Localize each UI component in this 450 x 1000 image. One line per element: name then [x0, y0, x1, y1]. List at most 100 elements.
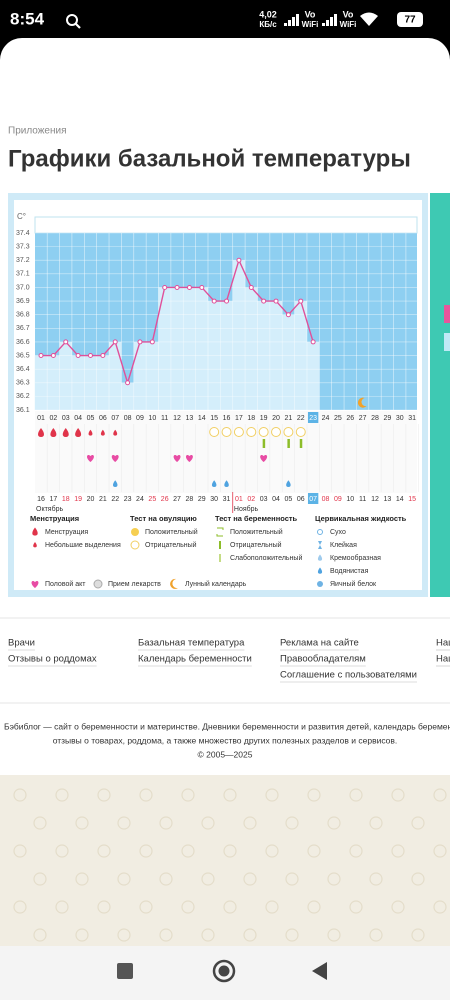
temperature-point: [87, 353, 93, 359]
y-tick-label: 37.3: [16, 243, 30, 250]
day-column: [232, 260, 246, 410]
day-label: 04: [74, 415, 82, 422]
nav-home-dot: [218, 965, 230, 977]
footer-link[interactable]: Соглашение с пользователями: [280, 670, 417, 681]
pattern-dot: [55, 788, 69, 802]
day-label: 06: [99, 415, 107, 422]
legend-item: Половой акт: [45, 580, 86, 588]
footer-link[interactable]: Календарь беременности: [138, 654, 252, 665]
footer-link[interactable]: Отзывы о роддомах: [8, 654, 97, 665]
legend-item: Клейкая: [330, 541, 357, 549]
ovulation-test-icon: [246, 427, 257, 437]
day-label: 18: [247, 415, 255, 422]
cervical-icon: [112, 480, 118, 487]
month-label: Октябрь: [36, 505, 63, 513]
legend-item: Отрицательный: [145, 541, 197, 549]
date-label: 24: [136, 496, 144, 503]
legend-heading: Тест на беременность: [215, 514, 298, 523]
y-tick-label: 36.2: [16, 393, 30, 400]
y-tick-label: 36.8: [16, 312, 30, 319]
footer-link[interactable]: Наш: [436, 638, 450, 649]
nav-recent[interactable]: [117, 963, 133, 979]
day-label: 11: [161, 415, 168, 422]
signal-bar: [296, 14, 299, 26]
footer-link[interactable]: Реклама на сайте: [280, 638, 359, 649]
intercourse-icon: [87, 454, 94, 462]
pattern-dot: [391, 788, 405, 802]
pattern-dot: [55, 900, 69, 914]
ovulation-test-icon: [221, 427, 232, 437]
ovulation-test-icon: [271, 427, 282, 437]
copyright: © 2005—2025: [198, 749, 253, 759]
moon-icon: [357, 397, 367, 408]
pattern-dot: [33, 928, 47, 942]
date-label: 18: [62, 496, 70, 503]
date-label: 05: [285, 496, 293, 503]
net-speed: 4,02: [259, 9, 277, 19]
pattern-dot: [97, 788, 111, 802]
y-tick-label: 36.4: [16, 366, 30, 373]
day-label: 10: [148, 415, 156, 422]
date-label: 01: [235, 496, 243, 503]
y-tick-label: 36.7: [16, 325, 30, 332]
pattern-dot: [307, 844, 321, 858]
nav-home[interactable]: [212, 959, 236, 983]
battery: [397, 12, 423, 27]
pattern-dot: [265, 788, 279, 802]
temperature-point: [273, 298, 279, 304]
temperature-point: [174, 284, 180, 290]
day-label: 17: [235, 415, 243, 422]
legend-item: Кремообразная: [330, 554, 381, 562]
legend-item: Отрицательный: [230, 541, 282, 549]
pattern-dot: [243, 928, 257, 942]
day-label: 12: [173, 415, 181, 422]
pattern-dot: [117, 928, 131, 942]
signal-bar: [330, 17, 333, 26]
day-column: [146, 341, 159, 410]
date-label: 04: [272, 496, 280, 503]
day-label: 22: [297, 415, 305, 422]
pattern-dot: [391, 844, 405, 858]
breadcrumb: Приложения: [8, 126, 67, 137]
y-unit: C°: [17, 212, 26, 221]
volte-top: Vo: [305, 9, 316, 19]
side-panel: [430, 193, 450, 597]
pattern-dot: [223, 900, 237, 914]
legend-icon: [317, 567, 323, 574]
date-label: 07: [309, 496, 317, 503]
pattern-dot: [13, 788, 27, 802]
volte-top: Vo: [343, 9, 354, 19]
pattern-dot: [223, 844, 237, 858]
pattern-dot: [411, 872, 425, 886]
today-highlight: [307, 412, 319, 423]
nav-back[interactable]: [312, 962, 327, 980]
intercourse-icon: [173, 454, 181, 462]
day-column: [195, 287, 208, 410]
footer-link[interactable]: Врачи: [8, 638, 35, 649]
legend-heading: Тест на овуляцию: [130, 514, 197, 523]
intercourse-icon: [185, 454, 193, 462]
side-tab: [444, 333, 450, 351]
events-bg: [35, 411, 417, 493]
pattern-dot: [97, 844, 111, 858]
day-label: 29: [383, 415, 391, 422]
footer-link[interactable]: Правообладателям: [280, 654, 366, 665]
legend-icon: [219, 554, 221, 562]
day-label: 28: [371, 415, 379, 422]
day-label: 23: [309, 415, 317, 422]
date-label: 17: [49, 496, 57, 503]
day-column: [282, 314, 295, 410]
pattern-dot: [75, 816, 89, 830]
day-label: 16: [223, 415, 231, 422]
temperature-point: [211, 298, 217, 304]
legend-item: Менструация: [45, 529, 88, 536]
day-column: [245, 287, 258, 410]
date-label: 27: [173, 496, 181, 503]
footer-link[interactable]: Наш: [436, 654, 450, 665]
footer-link[interactable]: Базальная температура: [138, 638, 245, 649]
pattern-dot: [433, 788, 447, 802]
spotting-icon: [100, 429, 105, 436]
y-tick-label: 36.3: [16, 380, 30, 387]
pregnancy-test-icon: [262, 439, 266, 448]
